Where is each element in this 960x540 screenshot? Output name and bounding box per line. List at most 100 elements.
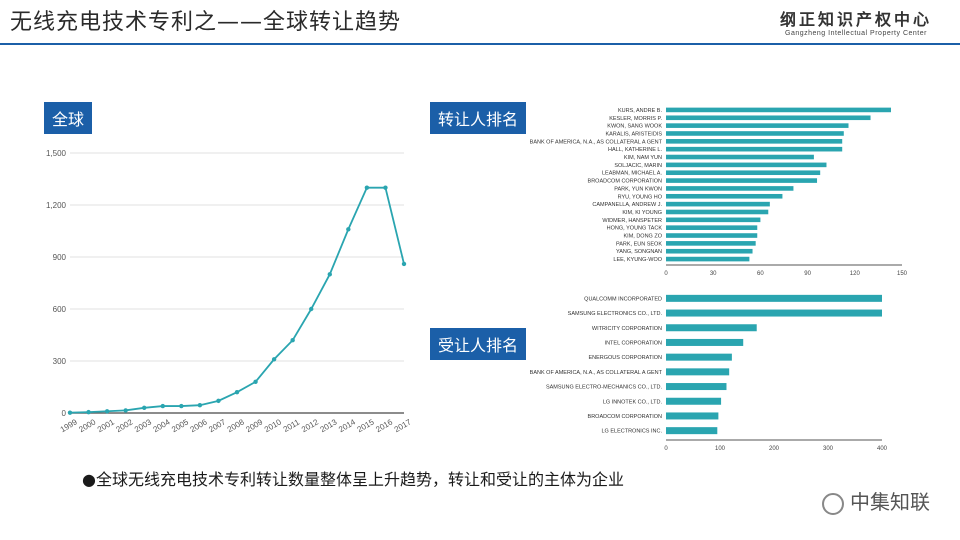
data-point <box>179 403 184 409</box>
bar-category-label: ENERGOUS CORPORATION <box>588 355 662 361</box>
x-tick-label: 150 <box>897 271 908 277</box>
bar <box>666 309 882 317</box>
bar <box>666 256 750 262</box>
logo-main-text: 纲正知识产权中心 <box>779 10 932 29</box>
bar-category-label: KESLER, MORRIS P. <box>609 116 662 122</box>
data-point <box>104 409 110 414</box>
title-divider <box>0 43 960 45</box>
bar-category-label: SAMSUNG ELECTRO-MECHANICS CO., LTD. <box>546 385 662 391</box>
bar <box>666 233 758 238</box>
data-point <box>346 227 351 232</box>
summary-text: ●全球无线充电技术专利转让数量整体呈上升趋势，转让和受让的主体为企业 <box>82 470 624 489</box>
y-tick-label: 900 <box>53 253 67 262</box>
bar <box>666 146 843 152</box>
bar-category-label: WIDMER, HANSPETER <box>602 218 662 224</box>
bar <box>666 162 827 168</box>
global-tag: 全球 <box>44 102 93 134</box>
bar <box>666 154 814 160</box>
bar-category-label: BANK OF AMERICA, N.A., AS COLLATERAL A G… <box>530 370 663 376</box>
bar-category-label: HONG, YOUNG TACK <box>607 226 663 232</box>
x-tick-label: 0 <box>664 446 668 452</box>
data-point <box>383 185 388 190</box>
bar-category-label: LEABMAN, MICHAEL A. <box>602 171 662 177</box>
bar <box>666 397 722 405</box>
x-tick-label: 100 <box>715 446 726 452</box>
data-point <box>216 398 221 404</box>
data-point <box>86 409 91 415</box>
bar <box>666 248 753 254</box>
assignor-rank-tag: 转让人排名 <box>430 102 527 134</box>
data-point <box>290 338 295 343</box>
data-point <box>327 272 332 277</box>
bar-category-label: KURS, ANDRE B. <box>618 108 662 114</box>
watermark: 中集知联 <box>822 486 930 515</box>
y-tick-label: 1,200 <box>46 201 67 210</box>
bar <box>666 139 843 144</box>
wechat-icon <box>822 492 844 515</box>
data-point <box>67 410 73 415</box>
bar-category-label: SOLJACIC, MARIN <box>614 163 662 169</box>
bar <box>666 170 821 176</box>
bar-category-label: KARALIS, ARISTEIDIS <box>605 131 662 137</box>
x-tick-label: 60 <box>757 271 764 277</box>
data-point <box>253 379 258 384</box>
x-tick-label: 90 <box>804 271 811 277</box>
data-point <box>234 390 240 395</box>
bar-category-label: LG ELECTRONICS INC. <box>601 429 662 435</box>
bar <box>666 294 882 302</box>
bar-category-label: BROADCOM CORPORATION <box>588 414 662 420</box>
logo: 纲正知识产权中心 Gangzheng Intellectual Property… <box>780 6 932 37</box>
bar <box>666 338 744 346</box>
bar <box>666 107 891 113</box>
data-point <box>142 405 147 410</box>
assignee-rank-tag: 受让人排名 <box>430 328 527 360</box>
bar <box>666 353 732 361</box>
bar-category-label: KIM, DONG ZO <box>624 234 663 240</box>
bar-category-label: HALL, KATHERINE L. <box>608 147 662 153</box>
logo-sub-text: Gangzheng Intellectual Property Center <box>785 30 927 37</box>
data-point <box>123 408 128 413</box>
bar <box>666 383 727 391</box>
bar <box>666 368 730 376</box>
bar <box>666 115 871 121</box>
x-tick-label: 300 <box>823 446 834 452</box>
bar <box>666 225 758 230</box>
x-tick-label: 0 <box>664 271 668 277</box>
bar-category-label: RYU, YOUNG HO <box>618 194 663 200</box>
bar-category-label: CAMPANELLA, ANDREW J. <box>592 202 662 208</box>
x-tick-label: 120 <box>850 271 861 277</box>
bar <box>666 201 770 207</box>
x-tick-label: 400 <box>877 446 888 452</box>
bar-category-label: QUALCOMM INCORPORATED <box>584 296 662 302</box>
bar-category-label: PARK, YUN KWON <box>614 186 662 192</box>
data-point <box>197 403 203 408</box>
bar <box>666 217 761 223</box>
page-title: 无线充电技术专利之——全球转让趋势 <box>10 10 402 35</box>
watermark-text: 中集知联 <box>850 490 930 514</box>
bar-category-label: SAMSUNG ELECTRONICS CO., LTD. <box>568 311 663 317</box>
bar-category-label: LEE, KYUNG-WOO <box>613 257 662 263</box>
bar <box>666 193 783 199</box>
data-point <box>364 185 370 190</box>
bar <box>666 324 757 332</box>
bar-category-label: PARK, EUN SEOK <box>616 241 662 247</box>
bar-category-label: KWON, SANG WOOK <box>607 124 662 130</box>
bar-category-label: BANK OF AMERICA, N.A., AS COLLATERAL A G… <box>530 139 663 145</box>
bar <box>666 123 849 128</box>
bar <box>666 427 718 435</box>
x-tick-label: 200 <box>769 446 780 452</box>
y-tick-label: 600 <box>53 305 67 314</box>
bar <box>666 241 756 246</box>
bar-category-label: KIM, KI YOUNG <box>622 210 662 216</box>
data-point <box>309 306 314 312</box>
x-tick-label: 30 <box>710 271 717 277</box>
y-tick-label: 1,500 <box>46 149 67 158</box>
bar <box>666 131 844 136</box>
data-point <box>271 357 277 362</box>
bar-category-label: LG INNOTEK CO., LTD. <box>603 399 663 405</box>
y-tick-label: 300 <box>53 357 67 366</box>
y-tick-label: 0 <box>62 409 67 418</box>
data-point <box>160 403 165 409</box>
